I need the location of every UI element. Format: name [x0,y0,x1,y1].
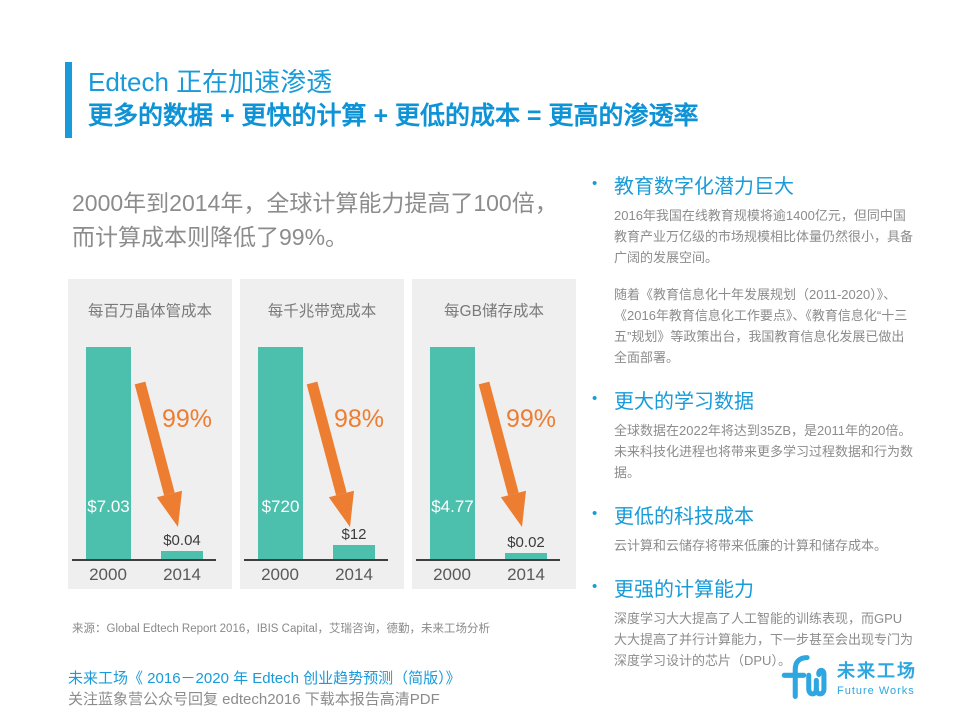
bar-value-2014: $0.02 [507,534,545,551]
footer-download-hint: 关注蓝象营公众号回复 edtech2016 下载本报告高清PDF [68,691,440,708]
bullet-paragraph: 2016年我国在线教育规模将逾1400亿元，但同中国教育产业万亿级的市场规模相比… [614,208,914,265]
title-accent-bar [65,62,72,138]
drop-arrow-icon [306,381,354,527]
x-tick-2014: 2014 [163,565,201,584]
bar-2014 [161,551,203,559]
bar-2014 [505,553,547,559]
bullet-body: 云计算和云储存将带来低廉的计算和储存成本。 [614,535,887,556]
x-tick-2000: 2000 [89,565,127,584]
mini-charts-row: 每百万晶体管成本 $7.03 $0.04 99% 2000 2014 每千兆带宽… [68,279,576,589]
chart-title: 每百万晶体管成本 [87,303,212,320]
bullet-lower-cost: • 更低的科技成本 云计算和云储存将带来低廉的计算和储存成本。 [592,500,914,556]
bullet-digital-potential: • 教育数字化潜力巨大 2016年我国在线教育规模将逾1400亿元，但同中国教育… [592,170,914,368]
bullet-icon: • [592,175,598,192]
bullet-heading: 教育数字化潜力巨大 [614,176,794,198]
page-subtitle: 更多的数据 + 更快的计算 + 更低的成本 = 更高的渗透率 [88,102,699,130]
bullet-bigger-data: • 更大的学习数据 全球数据在2022年将达到35ZB，是2011年的20倍。未… [592,385,914,483]
bullet-body: 深度学习大大提高了人工智能的训练表现，而GPU大大提高了并行计算能力，下一步甚至… [614,608,914,671]
bullet-heading: 更强的计算能力 [614,579,754,601]
bullet-heading: 更低的科技成本 [614,506,754,528]
bar-value-2000: $720 [261,497,300,516]
logo-text: 未来工场 Future Works [837,657,917,697]
x-tick-2014: 2014 [507,565,545,584]
footer-report-title: 未来工场《 2016－2020 年 Edtech 创业趋势预测（简版）》 [68,670,461,687]
x-axis [416,559,560,561]
x-axis [72,559,216,561]
x-tick-2014: 2014 [335,565,373,584]
bullet-heading: 更大的学习数据 [614,391,754,413]
bullet-paragraph: 随着《教育信息化十年发展规划（2011-2020）》、《2016年教育信息化工作… [614,287,908,365]
x-tick-2000: 2000 [261,565,299,584]
chart-title: 每GB储存成本 [444,303,544,320]
bullet-column: • 教育数字化潜力巨大 2016年我国在线教育规模将逾1400亿元，但同中国教育… [592,170,914,688]
bar-value-2014: $12 [341,526,367,543]
bullet-icon: • [592,505,598,522]
bullet-paragraph: 深度学习大大提高了人工智能的训练表现，而GPU大大提高了并行计算能力，下一步甚至… [614,611,914,668]
drop-percent-label: 99% [161,405,212,433]
drop-percent-label: 99% [505,405,556,433]
bar-value-2014: $0.04 [163,532,201,549]
future-works-logo-icon [781,655,827,699]
bullet-icon: • [592,578,598,595]
logo-en-name: Future Works [837,685,915,697]
logo-cn-name: 未来工场 [837,661,917,681]
bar-2000 [86,347,131,559]
bar-value-2000: $7.03 [87,497,130,516]
mini-chart-transistor-cost: 每百万晶体管成本 $7.03 $0.04 99% 2000 2014 [68,279,232,589]
intro-paragraph: 2000年到2014年，全球计算能力提高了100倍，而计算成本则降低了99%。 [72,190,558,250]
bullet-body: 全球数据在2022年将达到35ZB，是2011年的20倍。未来科技化进程也将带来… [614,420,914,483]
bullet-body: 2016年我国在线教育规模将逾1400亿元，但同中国教育产业万亿级的市场规模相比… [614,205,914,368]
source-note: 来源：Global Edtech Report 2016，IBIS Capita… [72,623,490,635]
chart-title: 每千兆带宽成本 [267,303,377,320]
page-title: Edtech 正在加速渗透 [88,67,333,97]
x-tick-2000: 2000 [433,565,471,584]
bullet-icon: • [592,390,598,407]
bullet-stronger-compute: • 更强的计算能力 深度学习大大提高了人工智能的训练表现，而GPU大大提高了并行… [592,573,914,671]
bar-2000 [430,347,475,559]
mini-chart-bandwidth-cost: 每千兆带宽成本 $720 $12 98% 2000 2014 [240,279,404,589]
drop-percent-label: 98% [333,405,384,433]
bar-2000 [258,347,303,559]
bar-value-2000: $4.77 [431,497,474,516]
drop-arrow-icon [134,381,182,527]
future-works-logo: 未来工场 Future Works [775,650,917,704]
title-block: Edtech 正在加速渗透 更多的数据 + 更快的计算 + 更低的成本 = 更高… [88,66,698,132]
drop-arrow-icon [478,381,526,527]
x-axis [244,559,388,561]
bullet-paragraph: 全球数据在2022年将达到35ZB，是2011年的20倍。未来科技化进程也将带来… [614,423,914,480]
bullet-paragraph: 云计算和云储存将带来低廉的计算和储存成本。 [614,538,888,553]
bar-2014 [333,545,375,559]
mini-chart-storage-cost: 每GB储存成本 $4.77 $0.02 99% 2000 2014 [412,279,576,589]
